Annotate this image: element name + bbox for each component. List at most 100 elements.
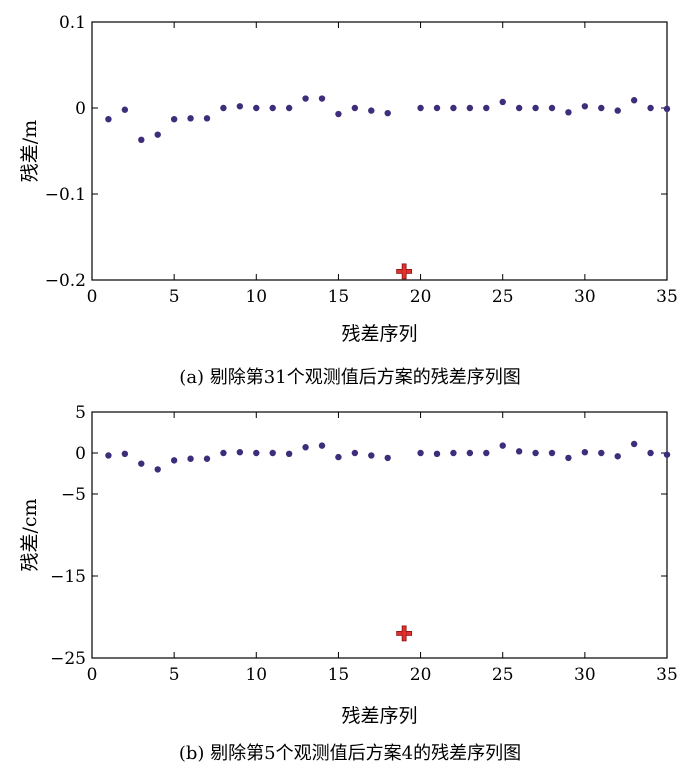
residual-point — [466, 449, 474, 457]
x-tick-label: 35 — [656, 287, 678, 307]
residual-point — [121, 106, 129, 113]
residual-point — [335, 110, 342, 118]
residual-point — [417, 449, 424, 457]
x-tick-label: 0 — [87, 665, 98, 685]
residual-point — [105, 452, 112, 459]
residual-point — [138, 136, 145, 144]
residual-point — [483, 104, 490, 112]
residual-point — [614, 453, 621, 460]
y-axis-label: 残差/m — [19, 120, 41, 182]
residual-point — [581, 448, 589, 456]
residual-point — [220, 449, 227, 457]
residual-point — [368, 452, 375, 459]
residual-point — [515, 448, 523, 455]
residual-point — [548, 449, 556, 457]
x-tick-label: 25 — [492, 665, 514, 685]
residual-point — [630, 97, 638, 104]
x-tick-label: 15 — [328, 287, 350, 307]
x-tick-label: 20 — [410, 665, 432, 685]
panel-b-residual-chart: 0 5 10 15 20 25 30 35 −25 −15 −5 0 5 残差序列 残差/cm (b) 剔除第… — [19, 403, 678, 764]
x-tick-label: 30 — [574, 287, 596, 307]
x-tick-label: 10 — [245, 665, 267, 685]
y-tick-label: 5 — [75, 403, 86, 423]
residual-point — [302, 95, 309, 102]
residual-point — [318, 95, 326, 102]
residual-point — [598, 104, 605, 112]
y-tick-label: −15 — [50, 567, 86, 587]
residual-point — [121, 450, 129, 458]
residual-point — [154, 131, 161, 138]
residual-point — [170, 115, 178, 123]
residual-point — [450, 104, 457, 112]
x-axis-label: 残差序列 — [341, 705, 417, 727]
residual-point — [170, 457, 178, 464]
residual-point — [384, 109, 391, 117]
residual-point — [203, 115, 211, 122]
y-tick-label: −25 — [50, 649, 86, 669]
y-tick-label: 0 — [75, 444, 86, 464]
residual-point — [663, 451, 671, 458]
residual-point — [187, 115, 194, 122]
x-tick-label: 30 — [574, 665, 596, 685]
x-tick-label: 10 — [245, 287, 267, 307]
plot-frame — [91, 411, 668, 659]
residual-point — [384, 454, 391, 462]
residual-point — [236, 103, 244, 110]
x-tick-label: 25 — [492, 287, 514, 307]
residual-point — [138, 460, 145, 467]
x-tick-label: 15 — [328, 665, 350, 685]
panel-a-residual-chart: 0 5 10 15 20 25 30 35 −0.2 −0.1 0 0.1 残差序列 残差/m (a) 剔除… — [19, 13, 678, 388]
x-axis-label: 残差序列 — [341, 323, 417, 345]
residual-point — [236, 448, 244, 456]
residual-point — [220, 104, 227, 112]
residual-point — [302, 444, 309, 451]
residual-point — [351, 449, 359, 457]
y-tick-label: −0.2 — [45, 271, 86, 291]
residual-point — [647, 104, 654, 112]
residual-point — [433, 104, 441, 112]
x-tick-label: 5 — [169, 665, 180, 685]
residual-point — [565, 454, 572, 462]
residual-point — [581, 103, 589, 110]
y-tick-label: 0.1 — [59, 13, 86, 33]
residual-point — [417, 104, 424, 112]
y-tick-label: −5 — [61, 485, 86, 505]
residual-point — [285, 104, 293, 112]
residual-point — [630, 440, 638, 448]
x-tick-label: 20 — [410, 287, 432, 307]
x-tick-label: 0 — [87, 287, 98, 307]
residual-point — [318, 442, 326, 449]
y-tick-label: −0.1 — [45, 185, 86, 205]
residual-point — [269, 104, 276, 112]
residual-point — [548, 104, 556, 112]
residual-point — [253, 104, 260, 112]
residual-point — [499, 442, 506, 449]
residual-point — [253, 449, 260, 457]
residual-point — [433, 450, 441, 458]
residual-point — [466, 104, 474, 112]
figure-caption: (a) 剔除第31个观测值后方案的残差序列图 — [179, 367, 520, 388]
residual-point — [368, 107, 375, 114]
residual-point — [614, 107, 621, 114]
residual-point — [154, 466, 161, 473]
residual-point — [269, 449, 276, 457]
residual-point — [663, 105, 671, 113]
plot-frame — [91, 21, 668, 281]
residual-point — [351, 104, 359, 112]
residual-point — [598, 449, 605, 457]
y-axis-label: 残差/cm — [19, 498, 41, 571]
residual-point — [335, 453, 342, 461]
residual-point — [532, 449, 539, 457]
residual-point — [565, 109, 572, 116]
residual-point — [532, 104, 539, 112]
residual-point — [450, 449, 457, 457]
outlier-point — [396, 263, 413, 280]
x-tick-label: 35 — [656, 665, 678, 685]
y-tick-label: 0 — [75, 99, 86, 119]
residual-point — [187, 455, 194, 462]
residual-point — [515, 104, 523, 112]
residual-point — [499, 98, 506, 106]
residual-point — [203, 455, 211, 462]
residual-point — [483, 449, 490, 457]
